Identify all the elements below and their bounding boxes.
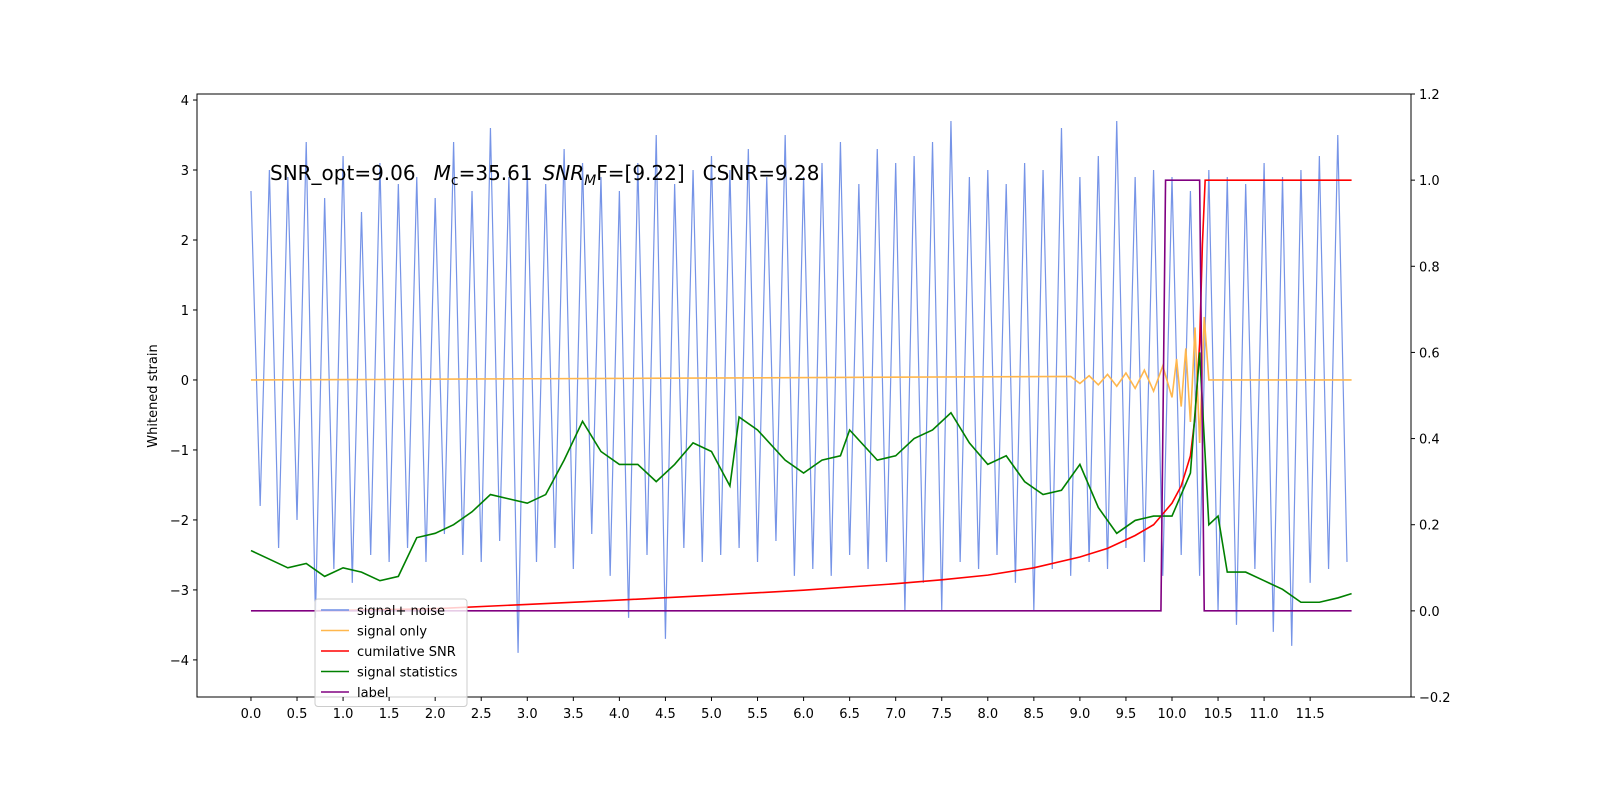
annotation-part: M (584, 173, 596, 189)
x-tick-label: 7.0 (885, 707, 906, 722)
y-axis-label: Whitened strain (146, 344, 161, 447)
x-tick-label: 11.0 (1250, 707, 1279, 722)
y-tick-label: −4 (170, 654, 189, 669)
x-tick-label: 6.5 (839, 707, 860, 722)
legend-box (314, 598, 468, 707)
y-tick-label: −2 (170, 514, 189, 529)
annotation-part: c (451, 173, 459, 189)
annotation: SNR_opt=9.06 Mc=35.61 SNRMF=[9.22] CSNR=9.2… (270, 161, 819, 189)
x-tick-label: 9.0 (1070, 707, 1091, 722)
y2-tick-label: 0.8 (1419, 260, 1440, 275)
x-tick-label: 6.0 (793, 707, 814, 722)
legend-label: label (357, 686, 388, 701)
x-tick-label: 2.0 (425, 707, 446, 722)
x-tick-label: 3.0 (517, 707, 538, 722)
y2-tick-label: −0.2 (1419, 691, 1451, 706)
x-tick-label: 1.0 (333, 707, 354, 722)
x-tick-label: 7.5 (931, 707, 952, 722)
x-tick-label: 8.5 (1023, 707, 1044, 722)
legend-label: signal statistics (357, 666, 458, 681)
annotation-part: F=[9.22] (596, 161, 684, 185)
x-tick-label: 8.0 (977, 707, 998, 722)
x-tick-label: 1.5 (379, 707, 400, 722)
x-tick-label: 11.5 (1296, 707, 1325, 722)
x-tick-label: 5.5 (747, 707, 768, 722)
series-line (250, 120, 1348, 653)
y-tick-label: 3 (181, 164, 189, 179)
x-tick-label: 10.0 (1158, 707, 1187, 722)
x-tick-label: 9.5 (1116, 707, 1137, 722)
series-line (250, 179, 1352, 612)
x-tick-label: 4.5 (655, 707, 676, 722)
annotation-part: SNR_opt=9.06 (270, 161, 416, 185)
y-tick-label: 1 (181, 304, 189, 319)
legend-label: signal+ noise (357, 604, 445, 619)
legend-label: signal only (357, 625, 427, 640)
y-tick-label: −3 (170, 584, 189, 599)
y2-tick-label: 0.2 (1419, 519, 1440, 534)
series-line (250, 352, 1352, 604)
annotation-part: M (434, 161, 451, 185)
x-tick-label: 2.5 (471, 707, 492, 722)
x-tick-label: 0.0 (241, 707, 262, 722)
y-tick-label: 0 (181, 374, 189, 389)
x-tick-label: 4.0 (609, 707, 630, 722)
legend-label: cumilative SNR (357, 645, 456, 660)
y2-tick-label: 1.2 (1419, 88, 1440, 103)
y2-tick-label: 0.0 (1419, 605, 1440, 620)
annotation-part: =35.61 (459, 161, 533, 185)
annotation-part: SNR (543, 161, 585, 185)
y-tick-label: −1 (170, 444, 189, 459)
y-tick-label: 2 (181, 234, 189, 249)
plot-lines (250, 120, 1352, 653)
x-tick-label: 3.5 (563, 707, 584, 722)
x-tick-label: 5.0 (701, 707, 722, 722)
x-tick-label: 0.5 (287, 707, 308, 722)
y-tick-label: 4 (181, 94, 189, 109)
x-tick-label: 10.5 (1204, 707, 1233, 722)
legend: signal+ noise signal only cumilative SNR si… (314, 598, 468, 707)
y2-tick-label: 0.4 (1419, 433, 1440, 448)
y2-tick-label: 1.0 (1419, 174, 1440, 189)
annotation-part: CSNR=9.28 (703, 161, 820, 185)
y2-tick-label: 0.6 (1419, 346, 1440, 361)
